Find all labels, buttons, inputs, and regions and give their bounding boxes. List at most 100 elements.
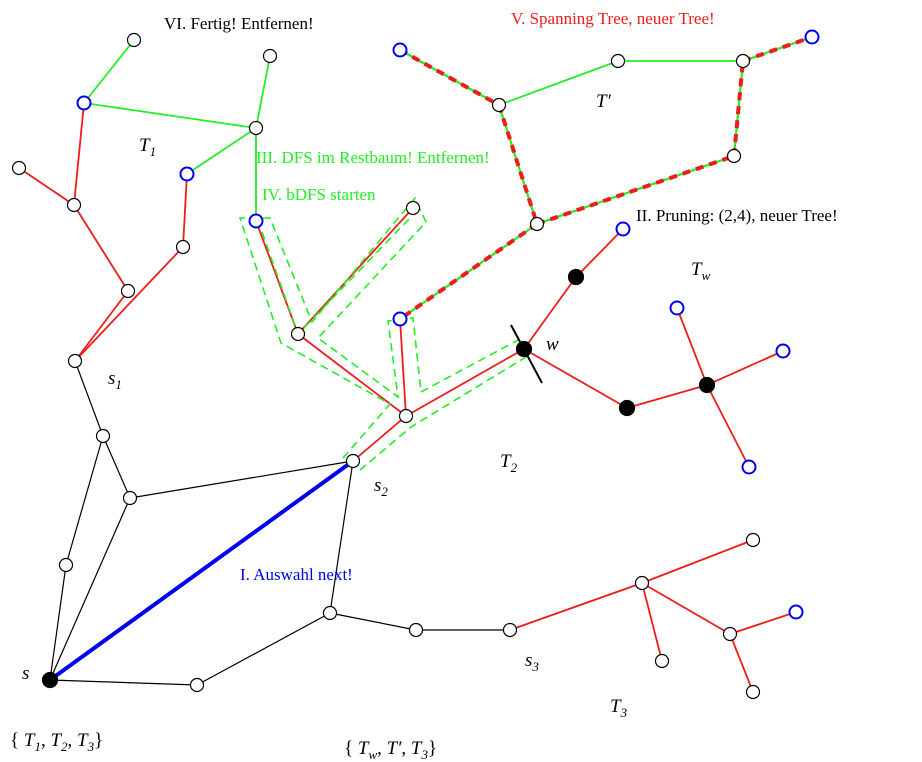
node — [745, 532, 761, 548]
edge — [74, 290, 129, 362]
step-6-label: VI. Fertig! Entfernen! — [164, 14, 314, 33]
node — [491, 97, 507, 113]
edge — [523, 276, 577, 350]
spanning-tree-edges — [398, 35, 813, 321]
edge — [73, 204, 129, 292]
node — [610, 53, 626, 69]
leaf-node — [804, 29, 820, 45]
step-5-label: V. Spanning Tree, neuer Tree! — [511, 9, 715, 28]
edge — [509, 582, 643, 631]
leaf-node — [615, 221, 631, 237]
label-T1: T1 — [139, 135, 156, 159]
leaf-node — [179, 166, 195, 182]
spanning-edge — [732, 60, 745, 157]
step-3-label: III. DFS im Restbaum! Entfernen! — [256, 148, 490, 167]
edge — [182, 173, 188, 248]
edge — [73, 102, 85, 206]
node-filled — [618, 399, 636, 417]
edge — [575, 228, 624, 278]
leaf-node — [392, 311, 408, 327]
edge — [255, 220, 299, 335]
spanning-edge — [742, 35, 813, 63]
node — [189, 677, 205, 693]
black-edges — [49, 360, 510, 686]
edge — [729, 611, 797, 635]
leaf-node — [392, 42, 408, 58]
step-2-label: II. Pruning: (2,4), neuer Tree! — [636, 206, 838, 225]
node — [290, 326, 306, 342]
label-s3: s3 — [525, 650, 539, 674]
tree-set-after: { Tw, T′, T3} — [344, 738, 437, 762]
label-Tw: Tw — [691, 259, 711, 283]
node — [95, 428, 111, 444]
node — [248, 120, 264, 136]
edge — [49, 679, 198, 686]
edge — [523, 348, 628, 409]
edge — [405, 348, 525, 417]
node — [66, 197, 82, 213]
step-4-label: IV. bDFS starten — [262, 185, 376, 204]
edge — [49, 564, 67, 681]
tree-set-before: { T1, T2, T3} — [10, 730, 103, 754]
node — [726, 148, 742, 164]
node — [175, 239, 191, 255]
node-s2 — [345, 453, 361, 469]
node — [322, 605, 338, 621]
edge — [641, 582, 663, 662]
node-s1 — [67, 353, 83, 369]
node-s — [41, 671, 59, 689]
edge — [74, 360, 104, 437]
leaf-node — [788, 604, 804, 620]
leaf-node — [248, 213, 264, 229]
edge — [129, 460, 354, 499]
edge — [186, 127, 257, 175]
label-s2: s2 — [374, 475, 388, 499]
edge — [18, 167, 75, 206]
node — [634, 575, 650, 591]
node — [120, 283, 136, 299]
selected-edge-s-s2 — [48, 459, 355, 682]
node — [529, 216, 545, 232]
edge — [729, 633, 754, 693]
edge — [196, 612, 331, 686]
edge — [297, 333, 407, 417]
edge — [626, 384, 708, 409]
label-T3: T3 — [610, 696, 628, 720]
leaf-node — [669, 300, 685, 316]
filled-nodes — [41, 268, 716, 689]
spanning-edge — [536, 154, 735, 226]
spanning-edge — [399, 48, 500, 107]
edge — [641, 539, 754, 584]
edge — [498, 60, 619, 106]
edge — [706, 350, 784, 386]
leaf-node — [76, 95, 92, 111]
edge — [329, 460, 354, 614]
node — [745, 684, 761, 700]
edge — [676, 307, 708, 386]
edge — [74, 246, 184, 362]
node — [11, 160, 27, 176]
edge — [255, 55, 271, 129]
node-filled — [567, 268, 585, 286]
edge — [399, 318, 407, 417]
leaf-node — [741, 459, 757, 475]
dfs-path — [238, 196, 527, 471]
edge — [83, 39, 135, 104]
node — [398, 408, 414, 424]
red-edges — [18, 102, 797, 693]
node — [262, 48, 278, 64]
label-w: w — [546, 334, 559, 355]
edge — [83, 102, 257, 129]
edge — [65, 435, 104, 566]
node — [722, 626, 738, 642]
label-T2: T2 — [500, 451, 518, 475]
node-w — [515, 340, 533, 358]
green-edges — [83, 39, 743, 221]
label-s: s — [22, 663, 29, 684]
edge — [352, 415, 407, 462]
edge — [706, 384, 750, 468]
node — [654, 653, 670, 669]
label-Tprime: T′ — [596, 91, 612, 112]
nodes — [11, 32, 761, 700]
